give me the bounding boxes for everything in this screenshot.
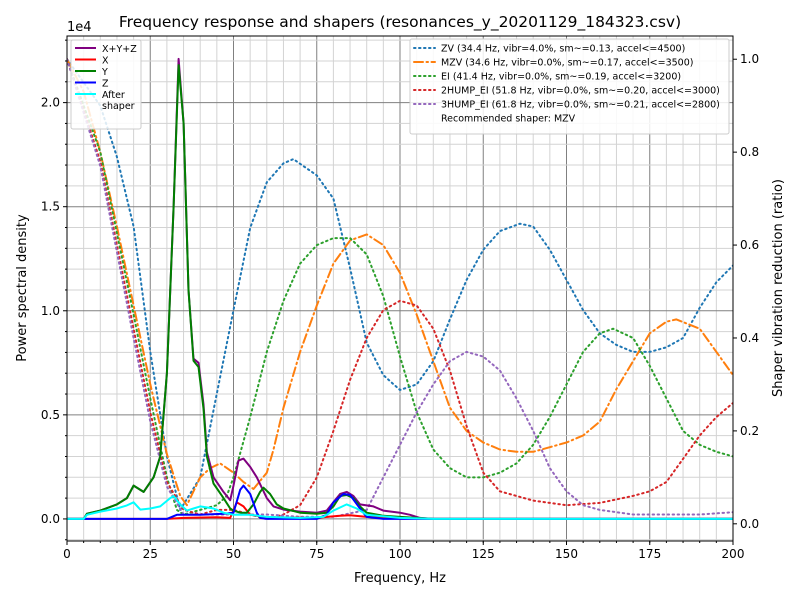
x-tick-label: 175 [638, 547, 661, 561]
x-tick-label: 200 [722, 547, 745, 561]
shaper-lines [67, 58, 733, 521]
legend-label: 2HUMP_EI (51.8 Hz, vibr=0.0%, sm~=0.20, … [441, 86, 720, 97]
x-tick-label: 25 [143, 547, 158, 561]
legend-label: EI (41.4 Hz, vibr=0.0%, sm~=0.19, accel<… [441, 72, 681, 83]
y-right-tick-label: 0.6 [740, 238, 759, 252]
y-right-tick-label: 1.0 [740, 52, 759, 66]
y-tick-label: 1.5 [41, 200, 60, 214]
x-tick-label: 0 [63, 547, 71, 561]
y-right-tick-label: 0.4 [740, 331, 759, 345]
series-line-after [67, 495, 733, 520]
y-tick-label: 0.5 [41, 408, 60, 422]
legend-label: 3HUMP_EI (61.8 Hz, vibr=0.0%, sm~=0.21, … [441, 100, 720, 111]
legend-label: shaper [102, 101, 135, 112]
y-right-tick-label: 0.2 [740, 424, 759, 438]
chart-title: Frequency response and shapers (resonanc… [119, 13, 681, 32]
legend-label: Z [102, 79, 109, 90]
legend-label: After [102, 90, 125, 101]
y-tick-label: 1.0 [41, 304, 60, 318]
x-tick-label: 75 [309, 547, 324, 561]
psd-lines [67, 57, 733, 520]
series-line-2hump-ei [67, 58, 733, 521]
x-tick-label: 50 [226, 547, 241, 561]
y-right-tick-label: 0.0 [740, 517, 759, 531]
x-axis-label: Frequency, Hz [354, 571, 446, 586]
recommended-shaper-note: Recommended shaper: MZV [441, 114, 576, 125]
y-offset-label: 1e4 [67, 20, 92, 35]
legend-label: MZV (34.6 Hz, vibr=0.0%, sm~=0.17, accel… [441, 58, 693, 69]
series-line-ei [67, 58, 733, 516]
x-tick-label: 125 [472, 547, 495, 561]
grid [66, 36, 734, 541]
legend-box [70, 39, 142, 130]
y-axis-label: Power spectral density [15, 214, 30, 362]
x-tick-label: 100 [389, 547, 412, 561]
series-line-zv [67, 58, 733, 511]
legend-label: X [102, 56, 109, 67]
y-tick-label: 0.0 [41, 512, 60, 526]
legend-shapers: ZV (34.4 Hz, vibr=4.0%, sm~=0.13, accel<… [409, 38, 730, 135]
legend-label: ZV (34.4 Hz, vibr=4.0%, sm~=0.13, accel<… [441, 44, 685, 55]
y-tick-label: 2.0 [41, 96, 60, 110]
legend-label: X+Y+Z [102, 44, 137, 55]
legend-box [409, 38, 730, 135]
legend-label: Y [101, 67, 108, 78]
x-tick-label: 150 [555, 547, 578, 561]
y-right-tick-label: 0.8 [740, 145, 759, 159]
series-line-3hump-ei [67, 58, 733, 518]
y-right-axis-label: Shaper vibration reduction (ratio) [771, 179, 786, 397]
series-line-mzv [67, 58, 733, 507]
axes: 0 25 50 75 100 125 150 175 200 0.0 0.5 1.0 1.5 2.0 0.0… [41, 39, 759, 561]
